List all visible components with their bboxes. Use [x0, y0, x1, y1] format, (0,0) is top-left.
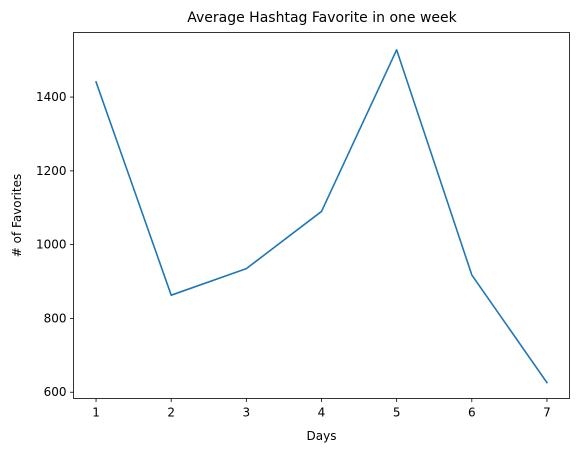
- plot-background: [73, 32, 570, 399]
- x-tick-label: 3: [243, 406, 251, 420]
- y-axis-label: # of Favorites: [10, 174, 24, 257]
- series-line: [95, 49, 549, 384]
- y-tick-label: 1000: [36, 238, 67, 252]
- x-tick-label: 1: [92, 406, 100, 420]
- x-tick-label: 2: [167, 406, 175, 420]
- series-group: [95, 49, 549, 384]
- data-point: [471, 274, 473, 276]
- x-axis-label: Days: [307, 429, 337, 443]
- y-tick-label: 600: [44, 385, 67, 399]
- chart-title: Average Hashtag Favorite in one week: [187, 10, 457, 26]
- y-tick-label: 1200: [36, 164, 67, 178]
- data-point: [170, 294, 172, 296]
- data-point: [396, 49, 398, 51]
- y-tick-label: 800: [44, 311, 67, 325]
- data-point: [246, 268, 248, 270]
- x-tick-label: 7: [543, 406, 551, 420]
- data-point: [95, 81, 97, 83]
- x-axis: 1 2 3 4 5 6 7: [92, 398, 551, 420]
- x-tick-label: 6: [468, 406, 476, 420]
- data-point: [321, 211, 323, 213]
- x-tick-label: 4: [318, 406, 326, 420]
- plot-frame: [73, 32, 570, 399]
- y-tick-label: 1400: [36, 90, 67, 104]
- y-axis: 600 800 1000 1200 1400: [36, 90, 74, 399]
- data-point: [546, 382, 548, 384]
- x-tick-label: 5: [393, 406, 401, 420]
- plot-area: [73, 32, 570, 399]
